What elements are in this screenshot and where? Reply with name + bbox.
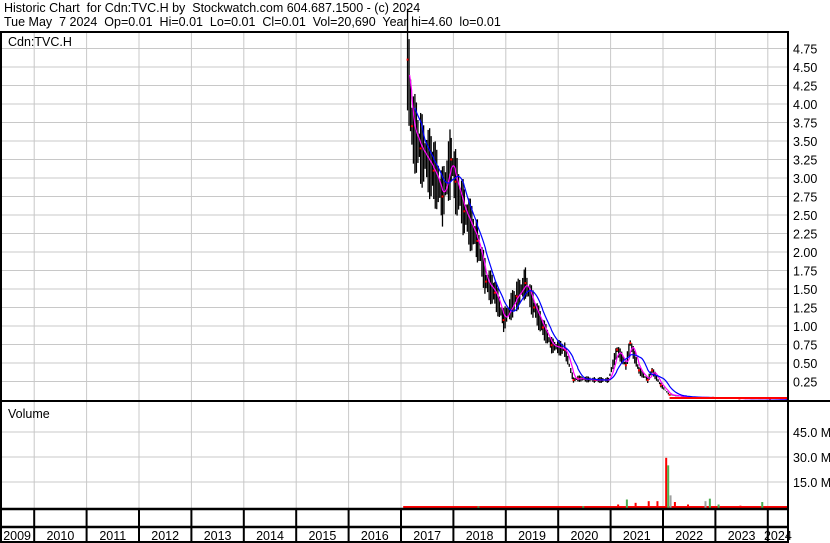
year-label: 2016 (361, 529, 389, 543)
volume-bar (656, 501, 659, 508)
volume-bar (717, 504, 720, 508)
price-tick-label: 2.50 (793, 209, 817, 223)
year-label: 2015 (308, 529, 336, 543)
year-label: 2024 (764, 529, 792, 543)
price-point (550, 344, 553, 347)
volume-bar (634, 502, 637, 508)
volume-tick-label: 30.0 M (793, 451, 830, 465)
price-tick-label: 4.75 (793, 43, 817, 57)
chart-title: Historic Chart for Cdn:TVC.H by Stockwat… (4, 1, 421, 15)
year-label: 2023 (728, 529, 756, 543)
price-point (533, 306, 536, 309)
long-moving-average (414, 107, 788, 400)
price-tick-label: 3.75 (793, 117, 817, 131)
price-point (485, 280, 488, 283)
price-tick-label: 4.25 (793, 80, 817, 94)
price-point (541, 326, 544, 329)
price-point (629, 342, 632, 345)
volume-bar (774, 506, 777, 508)
price-tick-label: 4.00 (793, 98, 817, 112)
volume-bar (687, 504, 690, 508)
volume-bar (665, 457, 668, 508)
price-point (454, 180, 457, 183)
volume-bar (708, 498, 711, 508)
volume-bar (529, 506, 532, 508)
price-point (419, 147, 422, 150)
volume-bar (704, 501, 707, 508)
price-tick-label: 4.50 (793, 61, 817, 75)
quote-summary: Tue May 7 2024 Op=0.01 Hi=0.01 Lo=0.01 C… (4, 15, 501, 29)
price-point (441, 195, 444, 198)
year-label: 2019 (518, 529, 546, 543)
price-tick-label: 2.25 (793, 228, 817, 242)
price-point (463, 210, 466, 213)
price-tick-label: 1.50 (793, 283, 817, 297)
volume-bar (477, 506, 480, 508)
price-tick-label: 3.25 (793, 154, 817, 168)
volume-bar (617, 504, 620, 508)
volume-bar (425, 506, 428, 508)
price-point (659, 384, 662, 387)
price-point (476, 239, 479, 242)
price-tick-label: 2.75 (793, 191, 817, 205)
price-point (651, 369, 654, 372)
year-label: 2009 (3, 529, 31, 543)
price-point (616, 348, 619, 351)
price-tick-label: 0.75 (793, 339, 817, 353)
price-point (637, 369, 640, 372)
price-tick-label: 0.25 (793, 376, 817, 390)
price-point (502, 319, 505, 322)
price-point (624, 364, 627, 367)
price-tick-label: 0.50 (793, 357, 817, 371)
price-point (410, 125, 413, 128)
volume-tick-label: 15.0 M (793, 476, 830, 490)
price-point (515, 295, 518, 298)
year-label: 2021 (623, 529, 651, 543)
year-label: 2020 (570, 529, 598, 543)
volume-bar (667, 465, 670, 508)
year-label: 2013 (204, 529, 232, 543)
volume-bar (647, 501, 650, 508)
price-point (493, 291, 496, 294)
year-label: 2014 (256, 529, 284, 543)
price-point (406, 58, 409, 61)
volume-bar (739, 505, 742, 508)
volume-bar (625, 499, 628, 508)
price-tick-label: 1.00 (793, 320, 817, 334)
year-label: 2010 (46, 529, 74, 543)
price-point (524, 282, 527, 285)
year-label: 2011 (99, 529, 126, 543)
volume-bar (669, 495, 672, 508)
price-point (646, 379, 649, 382)
short-moving-average (409, 74, 788, 400)
price-tick-label: 3.50 (793, 135, 817, 149)
price-tick-label: 1.25 (793, 302, 817, 316)
year-label: 2018 (466, 529, 494, 543)
price-tick-label: 3.00 (793, 172, 817, 186)
volume-label: Volume (8, 407, 50, 421)
year-label: 2012 (151, 529, 179, 543)
year-label: 2017 (413, 529, 441, 543)
price-tick-label: 2.00 (793, 246, 817, 260)
price-tick-label: 1.75 (793, 265, 817, 279)
price-point (450, 158, 453, 161)
year-label: 2022 (675, 529, 703, 543)
volume-bar (761, 502, 764, 508)
price-point (572, 379, 575, 382)
volume-tick-label: 45.0 M (793, 426, 830, 440)
price-point (432, 169, 435, 172)
volume-bar (673, 502, 676, 508)
symbol-label: Cdn:TVC.H (8, 35, 72, 49)
volume-bar (582, 506, 585, 508)
price-point (668, 393, 671, 396)
